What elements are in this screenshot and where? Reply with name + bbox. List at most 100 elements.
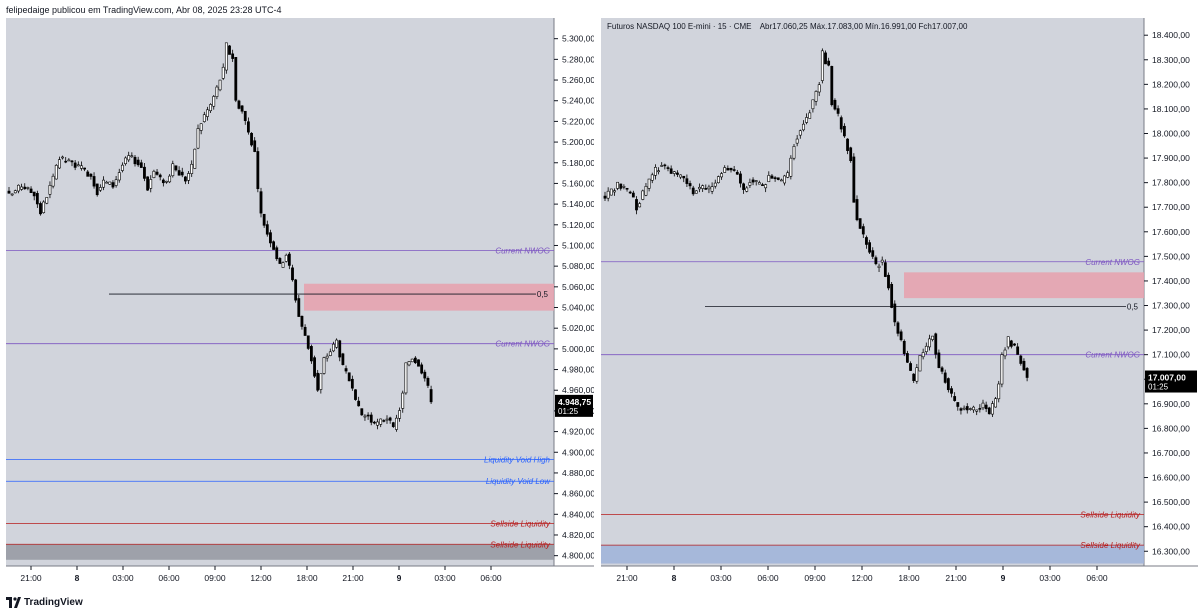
candle-body	[672, 171, 676, 174]
candle-body	[388, 417, 392, 421]
candle-body	[366, 414, 370, 417]
symbol-name: Futuros NASDAQ 100 E-mini · 15 · CME	[607, 22, 752, 31]
candle-body	[751, 179, 755, 183]
candle-body	[635, 199, 638, 211]
candle-body	[701, 185, 705, 189]
candle-body	[959, 408, 963, 411]
candle-body	[426, 378, 430, 386]
candle-body	[688, 183, 692, 187]
candle-body	[836, 108, 840, 114]
price-scale	[1144, 18, 1198, 566]
candle-body	[243, 110, 247, 121]
candle-body	[275, 247, 279, 260]
y-tick-label: 16.900,00	[1152, 399, 1190, 409]
candle-body	[350, 378, 354, 389]
chart-left[interactable]: 5.300,00 5.280,00 5.260,00 5.240,00 5.220,00…	[6, 18, 594, 591]
candle-body	[1019, 355, 1023, 364]
candle-body	[682, 175, 686, 179]
candle-body	[735, 171, 739, 175]
candle-body	[64, 160, 68, 163]
candle-body	[820, 50, 824, 81]
candle-body	[720, 173, 723, 178]
candle-body	[726, 168, 730, 171]
x-tick-label: 03:00	[710, 573, 732, 583]
y-tick-label: 5.240,00	[562, 96, 594, 106]
candle-body	[931, 335, 935, 340]
candle-body	[880, 259, 884, 263]
candle-body	[861, 226, 865, 235]
x-tick-label: 9	[1001, 573, 1006, 583]
candle-body	[23, 186, 27, 190]
price-scale	[554, 18, 594, 566]
candle-body	[770, 175, 774, 179]
candle-body	[638, 203, 642, 208]
candle-body	[657, 170, 660, 173]
footer-brand: TradingView	[24, 597, 83, 608]
candle-body	[805, 117, 809, 123]
y-tick-label: 5.220,00	[562, 116, 594, 126]
y-tick-label: 4.980,00	[562, 365, 594, 375]
candle-body	[17, 184, 20, 192]
candle-body	[1006, 336, 1010, 348]
candle-body	[987, 407, 991, 415]
x-tick-label: 09:00	[204, 573, 226, 583]
candle-body	[1013, 343, 1016, 346]
candle-body	[209, 104, 213, 112]
candle-body	[221, 66, 225, 79]
candle-body	[149, 179, 153, 189]
x-tick-label: 8	[75, 573, 80, 583]
countdown-label: 01:25	[1148, 383, 1169, 392]
x-tick-label: 06:00	[158, 573, 180, 583]
candle-body	[420, 364, 424, 374]
candle-body	[704, 188, 708, 190]
y-tick-label: 4.820,00	[562, 530, 594, 540]
candle-body	[808, 112, 812, 119]
y-tick-label: 5.080,00	[562, 261, 594, 271]
candle-body	[905, 353, 909, 363]
y-tick-label: 4.860,00	[562, 489, 594, 499]
candle-body	[713, 182, 717, 187]
x-tick-label: 03:00	[112, 573, 134, 583]
candle-body	[325, 355, 329, 359]
candle-body	[347, 372, 351, 382]
candle-body	[281, 262, 285, 268]
candle-body	[240, 105, 244, 112]
candle-body	[161, 179, 165, 184]
candle-body	[849, 147, 853, 161]
candle-body	[783, 175, 786, 184]
chart-right-svg[interactable]: 18.400,00 18.300,00 18.200,00 18.100,00 18.0…	[601, 18, 1198, 591]
candle-body	[171, 163, 175, 177]
candle-body	[842, 125, 846, 137]
candle-body	[278, 258, 282, 264]
candle-body	[802, 123, 805, 131]
candle-body	[830, 66, 834, 106]
level-label: Liquidity Void Low	[486, 477, 551, 486]
candle-body	[817, 84, 821, 93]
candle-body	[253, 140, 257, 152]
y-tick-label: 4.920,00	[562, 427, 594, 437]
x-tick-label: 21:00	[342, 573, 364, 583]
midline-label: 0,5	[537, 290, 549, 299]
publisher-header: felipedaige publicou em TradingView.com,…	[0, 0, 1200, 18]
candle-body	[887, 274, 890, 289]
candle-body	[962, 407, 966, 410]
candle-body	[943, 372, 947, 383]
candle-body	[994, 398, 998, 408]
candle-body	[613, 190, 616, 193]
y-tick-label: 16.500,00	[1152, 497, 1190, 507]
candle-body	[401, 392, 405, 409]
candle-body	[54, 165, 58, 180]
candle-body	[417, 359, 420, 367]
candle-body	[767, 175, 771, 183]
candle-body	[858, 218, 862, 229]
candle-body	[190, 163, 194, 174]
chart-right[interactable]: 18.400,00 18.300,00 18.200,00 18.100,00 18.0…	[601, 18, 1198, 591]
x-tick-label: 21:00	[616, 573, 638, 583]
candle-body	[127, 155, 131, 161]
chart-left-svg[interactable]: 5.300,00 5.280,00 5.260,00 5.240,00 5.220,00…	[6, 18, 594, 591]
level-label: Current NWOG	[495, 247, 550, 256]
y-tick-label: 5.140,00	[562, 199, 594, 209]
candle-body	[865, 237, 868, 245]
candle-body	[761, 184, 764, 186]
candle-body	[899, 331, 903, 341]
